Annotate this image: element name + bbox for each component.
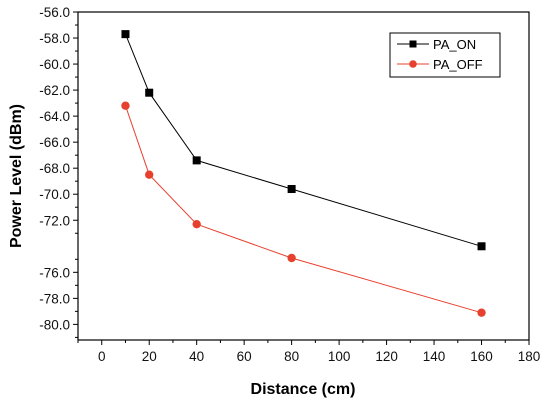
- y-tick-label: -58.0: [39, 31, 70, 46]
- legend-marker-pa-on: [409, 40, 417, 48]
- y-tick-label: -78.0: [39, 291, 70, 306]
- x-tick-label: 100: [328, 349, 351, 364]
- legend-label-pa-off: PA_OFF: [433, 57, 483, 72]
- x-tick-label: 140: [423, 349, 446, 364]
- legend-box: [389, 32, 501, 78]
- y-axis-title: Power Level (dBm): [8, 104, 25, 248]
- data-point: [121, 101, 130, 110]
- data-point: [287, 253, 296, 263]
- y-tick-label: -70.0: [39, 187, 70, 202]
- data-point: [287, 185, 296, 194]
- data-point: [192, 219, 201, 229]
- y-tick-label: -80.0: [39, 317, 70, 332]
- y-tick-label: -72.0: [39, 213, 70, 228]
- x-tick-label: 180: [518, 349, 541, 364]
- x-tick-label: 80: [284, 349, 299, 364]
- x-tick-label: 160: [470, 349, 493, 364]
- legend: PA_ON PA_OFF: [389, 32, 501, 78]
- series-layer: [121, 30, 486, 317]
- x-tick-label: 20: [142, 349, 157, 364]
- data-point: [121, 30, 130, 39]
- data-point: [477, 242, 486, 251]
- x-tick-label: 60: [237, 349, 252, 364]
- data-point: [145, 88, 154, 97]
- x-tick-label: 40: [189, 349, 204, 364]
- y-tick-label: -62.0: [39, 83, 70, 98]
- legend-label-pa-on: PA_ON: [433, 37, 476, 52]
- x-tick-label: 0: [98, 349, 106, 364]
- y-tick-label: -56.0: [39, 5, 70, 20]
- x-axis-title: Distance (cm): [251, 381, 356, 398]
- data-point: [477, 308, 486, 317]
- x-tick-label: 120: [375, 349, 398, 364]
- y-tick-label: -68.0: [39, 161, 70, 176]
- y-tick-label: -66.0: [39, 135, 70, 150]
- data-point: [192, 156, 201, 165]
- x-axis-ticks: 0 20 40 60 80 100 120 140 160 180: [77, 340, 541, 364]
- y-tick-label: -64.0: [39, 109, 70, 124]
- y-axis-ticks: -56.0 -58.0 -60.0 -62.0 -64.0 -66.0 -68.0 -70.0…: [39, 5, 78, 338]
- y-tick-label: -60.0: [39, 57, 70, 72]
- data-point: [145, 170, 154, 179]
- legend-marker-pa-off: [409, 60, 417, 68]
- y-tick-label: -76.0: [39, 265, 70, 280]
